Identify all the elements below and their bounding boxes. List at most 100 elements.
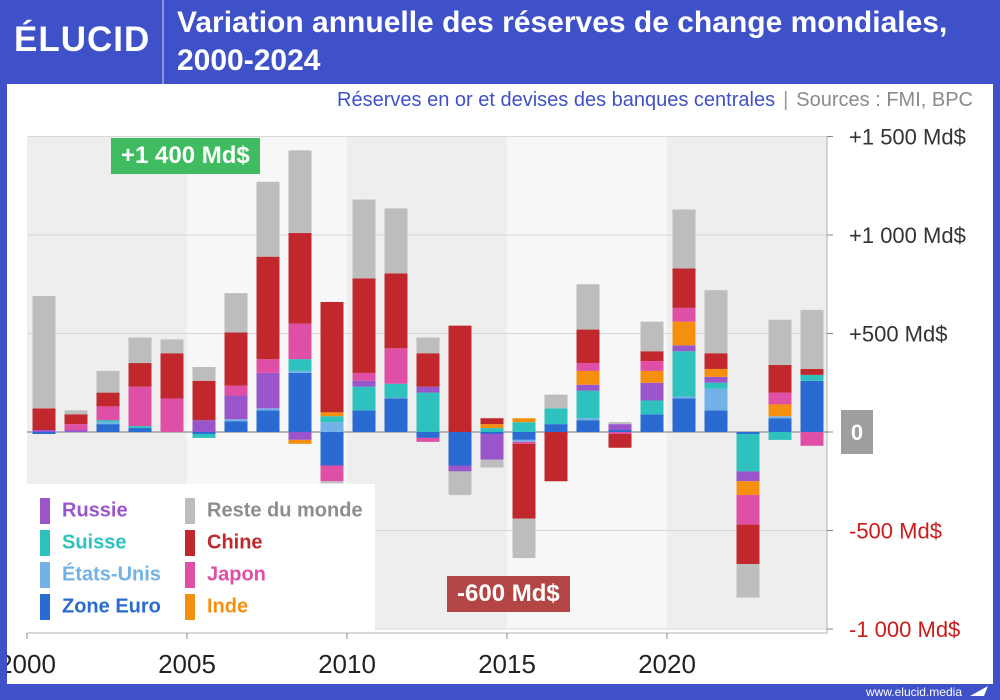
bar-japon-2006: [224, 385, 248, 396]
bar-russie-2022: [736, 471, 760, 482]
bar-zone_euro-2015: [512, 432, 536, 440]
bar-chine-2012: [416, 353, 440, 387]
bar-etats_unis-2015: [512, 439, 536, 442]
bar-russie-2017: [576, 384, 600, 391]
bar-suisse-2008: [288, 359, 312, 371]
bar-reste-2014: [480, 459, 504, 468]
bar-reste-2008: [288, 150, 312, 234]
x-tick-label: 2010: [318, 649, 376, 679]
bar-suisse-2002: [96, 420, 120, 423]
bar-chine-2005: [192, 380, 216, 421]
bar-japon-2023: [768, 392, 792, 405]
legend: Russie Reste du monde Suisse Chine États-Uni…: [20, 484, 375, 632]
bar-zone_euro-2018: [608, 430, 632, 432]
bar-inde-2017: [576, 370, 600, 385]
bar-chine-2002: [96, 392, 120, 407]
x-tick-label: 2000: [7, 649, 56, 679]
bar-zone_euro-2021: [704, 410, 728, 432]
legend-swatch: [40, 498, 50, 524]
bar-zone_euro-2002: [96, 424, 120, 432]
chart-svg: 2000 2005 2010 2015 2020 +1 500 Md$ +1 000 Md$…: [7, 125, 966, 680]
bar-reste-2000: [32, 296, 56, 409]
bar-suisse-2005: [192, 433, 216, 438]
bar-reste-2022: [736, 563, 760, 598]
bar-inde-2020: [672, 321, 696, 346]
bar-chine-2019: [640, 351, 664, 362]
bar-japon-2022: [736, 495, 760, 525]
legend-item-chine: Chine: [185, 530, 263, 556]
footer-url[interactable]: www.elucid.media: [865, 685, 962, 699]
bar-reste-2012: [416, 337, 440, 354]
bar-chine-2022: [736, 524, 760, 564]
bar-inde-2009: [320, 412, 344, 417]
bar-chine-2024: [800, 368, 824, 375]
bar-reste-2024: [800, 309, 824, 369]
bar-reste-2013: [448, 471, 472, 496]
bar-japon-2002: [96, 406, 120, 421]
x-tick-label: 2005: [158, 649, 216, 679]
legend-swatch: [185, 498, 195, 524]
bar-zone_euro-2011: [384, 398, 408, 432]
y-tick-label: +1 000 Md$: [849, 223, 966, 248]
y-tick-label: 0: [851, 420, 863, 445]
bar-zone_euro-2000: [32, 432, 56, 434]
paper-plane-icon: [970, 686, 988, 696]
legend-swatch: [185, 562, 195, 588]
bar-russie-2018: [608, 424, 632, 431]
bar-reste-2003: [128, 337, 152, 364]
bar-japon-2001: [64, 424, 88, 431]
bar-japon-2007: [256, 359, 280, 373]
bar-zone_euro-2022: [736, 432, 760, 434]
chart-panel: 2000 2005 2010 2015 2020 +1 500 Md$ +1 000 Md$…: [7, 84, 993, 684]
bar-japon-2024: [800, 432, 824, 446]
bar-reste-2007: [256, 181, 280, 257]
legend-label: Suisse: [62, 531, 127, 554]
bar-russie-2019: [640, 382, 664, 401]
bar-japon-2012: [416, 437, 440, 442]
bar-suisse-2021: [704, 382, 728, 389]
legend-item-suisse: Suisse: [40, 530, 126, 556]
header-divider: [162, 0, 164, 84]
bar-suisse-2023: [768, 432, 792, 440]
bar-zone_euro-2010: [352, 410, 376, 432]
bar-zone_euro-2005: [192, 432, 216, 434]
bar-reste-2019: [640, 321, 664, 352]
bar-chine-2008: [288, 233, 312, 324]
bar-chine-2003: [128, 363, 152, 387]
legend-label: Japon: [207, 563, 266, 586]
bar-zone_euro-2014: [480, 432, 504, 434]
bar-etats_unis-2011: [384, 397, 408, 399]
bar-inde-2022: [736, 481, 760, 496]
bar-suisse-2015: [512, 422, 536, 432]
legend-label: Russie: [62, 499, 128, 522]
bar-russie-2005: [192, 420, 216, 432]
bar-japon-2011: [384, 348, 408, 384]
bar-russie-2020: [672, 345, 696, 352]
bar-zone_euro-2012: [416, 432, 440, 438]
bar-reste-2023: [768, 319, 792, 366]
bar-reste-2020: [672, 209, 696, 269]
bar-reste-2011: [384, 208, 408, 274]
bar-russie-2000: [32, 430, 56, 432]
chart-title: Variation annuelle des réserves de chang…: [177, 6, 948, 77]
bar-reste-2006: [224, 293, 248, 333]
bar-chine-2016: [544, 432, 568, 482]
bar-chine-2013: [448, 325, 472, 432]
bar-suisse-2017: [576, 390, 600, 419]
bar-zone_euro-2024: [800, 380, 824, 432]
bar-inde-2015: [512, 418, 536, 423]
legend-swatch: [185, 530, 195, 556]
legend-item-etats_unis: États-Unis: [40, 562, 161, 588]
sources-text: Sources : FMI, BPC: [796, 89, 973, 111]
bar-chine-2011: [384, 273, 408, 349]
bar-chine-2010: [352, 278, 376, 373]
x-tick-label: 2020: [638, 649, 696, 679]
legend-swatch: [40, 562, 50, 588]
bar-etats_unis-2008: [288, 370, 312, 373]
bar-chine-2018: [608, 433, 632, 448]
bar-suisse-2024: [800, 374, 824, 381]
legend-item-inde: Inde: [185, 594, 248, 620]
bar-chine-2001: [64, 414, 88, 425]
bar-reste-2016: [544, 394, 568, 409]
bar-chine-2023: [768, 365, 792, 393]
